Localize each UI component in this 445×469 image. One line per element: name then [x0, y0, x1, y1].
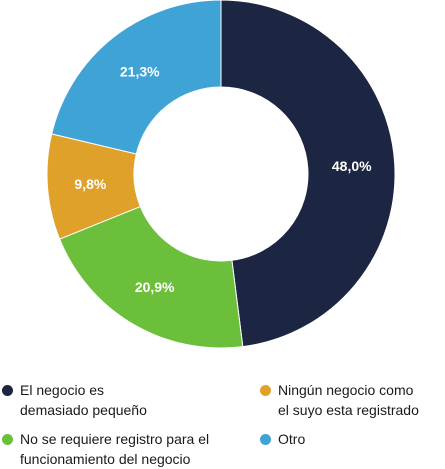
slice-value-label-1: 20,9% — [135, 279, 175, 295]
donut-slice-1 — [58, 205, 244, 349]
legend-swatch — [2, 385, 13, 396]
slice-value-label-2: 9,8% — [74, 176, 106, 192]
slice-value-label-0: 48,0% — [332, 158, 372, 174]
legend-label: El negocio es demasiado pequeño — [20, 382, 147, 418]
donut-slice-3 — [51, 0, 222, 155]
legend-swatch — [2, 434, 13, 445]
legend-item-no-business-registered: Ningún negocio como el suyo esta registr… — [260, 380, 419, 420]
legend-label: Otro — [278, 431, 306, 447]
donut-slice-0 — [220, 0, 396, 348]
legend-item-not-required: No se requiere registro para el funciona… — [2, 429, 209, 469]
legend-label: Ningún negocio como el suyo esta registr… — [278, 382, 419, 418]
donut-chart: 48,0% 20,9% 9,8% 21,3% — [46, 0, 396, 349]
slice-value-label-3: 21,3% — [120, 63, 160, 79]
legend-item-small-business: El negocio es demasiado pequeño — [2, 380, 147, 420]
legend: El negocio es demasiado pequeño Ningún n… — [0, 376, 445, 469]
legend-label: No se requiere registro para el funciona… — [20, 431, 210, 467]
legend-item-other: Otro — [260, 429, 305, 449]
legend-swatch — [260, 434, 271, 445]
legend-swatch — [260, 385, 271, 396]
